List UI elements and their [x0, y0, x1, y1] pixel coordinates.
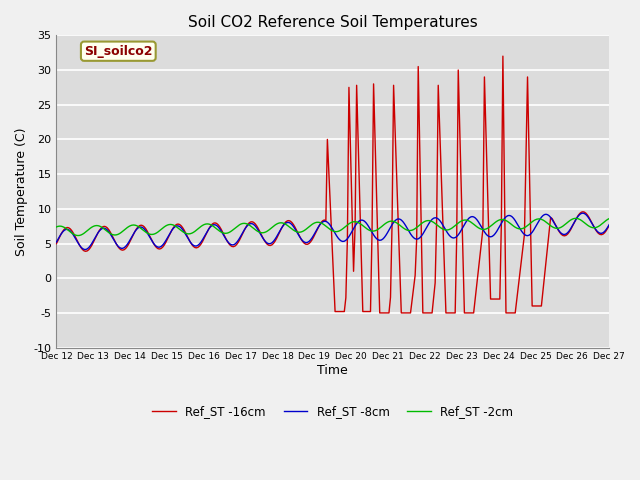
Ref_ST -16cm [52, 241, 60, 247]
Ref_ST -16cm [120, 247, 128, 252]
Ref_ST -2cm [572, 216, 579, 221]
Y-axis label: Soil Temperature (C): Soil Temperature (C) [15, 127, 28, 256]
Ref_ST -16cm [245, 220, 253, 226]
Ref_ST -2cm [219, 230, 227, 236]
Ref_ST -16cm [376, 310, 383, 316]
Ref_ST -8cm [219, 231, 227, 237]
Ref_ST -16cm [294, 230, 302, 236]
Ref_ST -16cm [499, 53, 507, 59]
Ref_ST -16cm [218, 227, 225, 232]
Ref_ST -16cm [577, 209, 585, 215]
Ref_ST -8cm [296, 234, 303, 240]
Ref_ST -8cm [52, 239, 60, 245]
X-axis label: Time: Time [317, 364, 348, 377]
Ref_ST -8cm [82, 247, 90, 252]
Ref_ST -2cm [122, 226, 129, 232]
Text: SI_soilco2: SI_soilco2 [84, 45, 152, 58]
Line: Ref_ST -8cm: Ref_ST -8cm [56, 213, 609, 250]
Ref_ST -2cm [52, 224, 60, 230]
Ref_ST -8cm [237, 232, 245, 238]
Ref_ST -2cm [296, 229, 303, 235]
Line: Ref_ST -16cm: Ref_ST -16cm [56, 56, 609, 313]
Ref_ST -16cm [605, 223, 613, 228]
Ref_ST -2cm [577, 217, 585, 223]
Ref_ST -2cm [605, 216, 613, 221]
Line: Ref_ST -2cm: Ref_ST -2cm [56, 218, 609, 236]
Legend: Ref_ST -16cm, Ref_ST -8cm, Ref_ST -2cm: Ref_ST -16cm, Ref_ST -8cm, Ref_ST -2cm [148, 400, 518, 423]
Ref_ST -8cm [246, 221, 254, 227]
Ref_ST -8cm [576, 212, 584, 217]
Ref_ST -8cm [605, 222, 613, 228]
Ref_ST -8cm [122, 243, 129, 249]
Ref_ST -8cm [579, 210, 587, 216]
Title: Soil CO2 Reference Soil Temperatures: Soil CO2 Reference Soil Temperatures [188, 15, 477, 30]
Ref_ST -16cm [236, 237, 243, 243]
Ref_ST -2cm [237, 221, 245, 227]
Ref_ST -2cm [74, 233, 82, 239]
Ref_ST -2cm [246, 223, 254, 229]
